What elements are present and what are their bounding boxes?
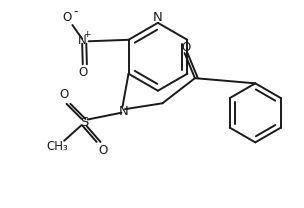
Text: -: - xyxy=(73,5,78,18)
Text: O: O xyxy=(63,11,72,24)
Text: O: O xyxy=(78,66,87,79)
Text: O: O xyxy=(60,88,69,102)
Text: O: O xyxy=(98,144,107,157)
Text: CH₃: CH₃ xyxy=(47,140,68,152)
Text: N: N xyxy=(153,11,163,24)
Text: +: + xyxy=(83,30,91,39)
Text: N: N xyxy=(78,34,87,47)
Text: N: N xyxy=(119,105,128,118)
Text: O: O xyxy=(181,41,191,54)
Text: S: S xyxy=(80,116,88,129)
